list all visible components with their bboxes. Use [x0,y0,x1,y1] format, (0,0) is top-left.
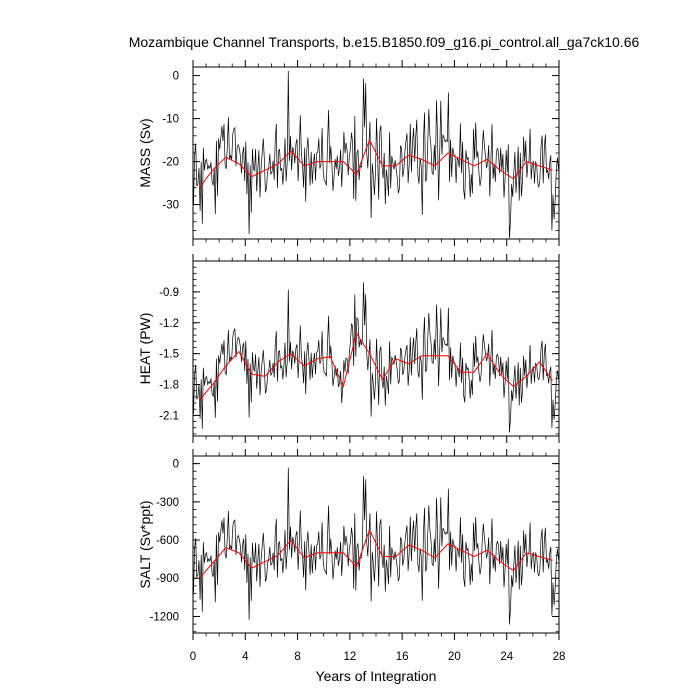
x-tick-label: 8 [294,651,300,663]
mass-y-axis-label: MASS (Sv) [137,118,153,187]
chart-title: Mozambique Channel Transports, b.e15.B18… [129,34,640,50]
salt-y-tick-label: -600 [156,535,179,547]
x-tick-label: 24 [500,651,513,663]
mass-y-tick-label: -10 [162,114,179,126]
salt-y-tick-label: -1200 [150,611,179,623]
x-tick-label: 28 [553,651,566,663]
heat-y-tick-label: -0.9 [159,287,179,299]
x-axis-label: Years of Integration [316,668,437,684]
salt-annual-line [199,528,553,579]
mass-y-tick-label: 0 [173,71,179,83]
salt-y-tick-label: -300 [156,497,179,509]
x-tick-label: 4 [242,651,249,663]
mass-y-tick-label: -20 [162,157,179,169]
heat-y-tick-label: -1.2 [159,318,179,330]
heat-y-tick-label: -1.8 [159,380,179,392]
panels-group: 0 -10 -20 -30 MASS (Sv) -0.9 -1.2 -1.5 -1.8 -2.1 H… [137,60,565,663]
mass-monthly-line [193,70,559,239]
heat-y-tick-label: -1.5 [159,349,179,361]
x-tick-label: 0 [190,651,196,663]
salt-y-tick-label: 0 [173,459,179,471]
x-tick-label: 12 [343,651,356,663]
panel-mass: 0 -10 -20 -30 MASS (Sv) [137,60,560,246]
x-tick-label: 16 [396,651,409,663]
mass-annual-line [199,138,553,188]
mass-y-tick-label: -30 [162,200,179,212]
heat-monthly-line [193,282,559,433]
heat-y-tick-label: -2.1 [159,410,179,422]
heat-y-axis-label: HEAT (PW) [137,313,153,385]
salt-monthly-line [193,467,559,625]
salt-y-axis-label: SALT (Sv*ppt) [137,500,153,588]
panel-salt: 0 -300 -600 -900 -1200 SALT (Sv*ppt) 0 4 8 12 16 20… [137,449,565,663]
x-tick-label: 20 [448,651,461,663]
salt-y-tick-label: -900 [156,573,179,585]
panel-heat: -0.9 -1.2 -1.5 -1.8 -2.1 HEAT (PW) [137,254,560,443]
heat-annual-line [199,331,553,401]
